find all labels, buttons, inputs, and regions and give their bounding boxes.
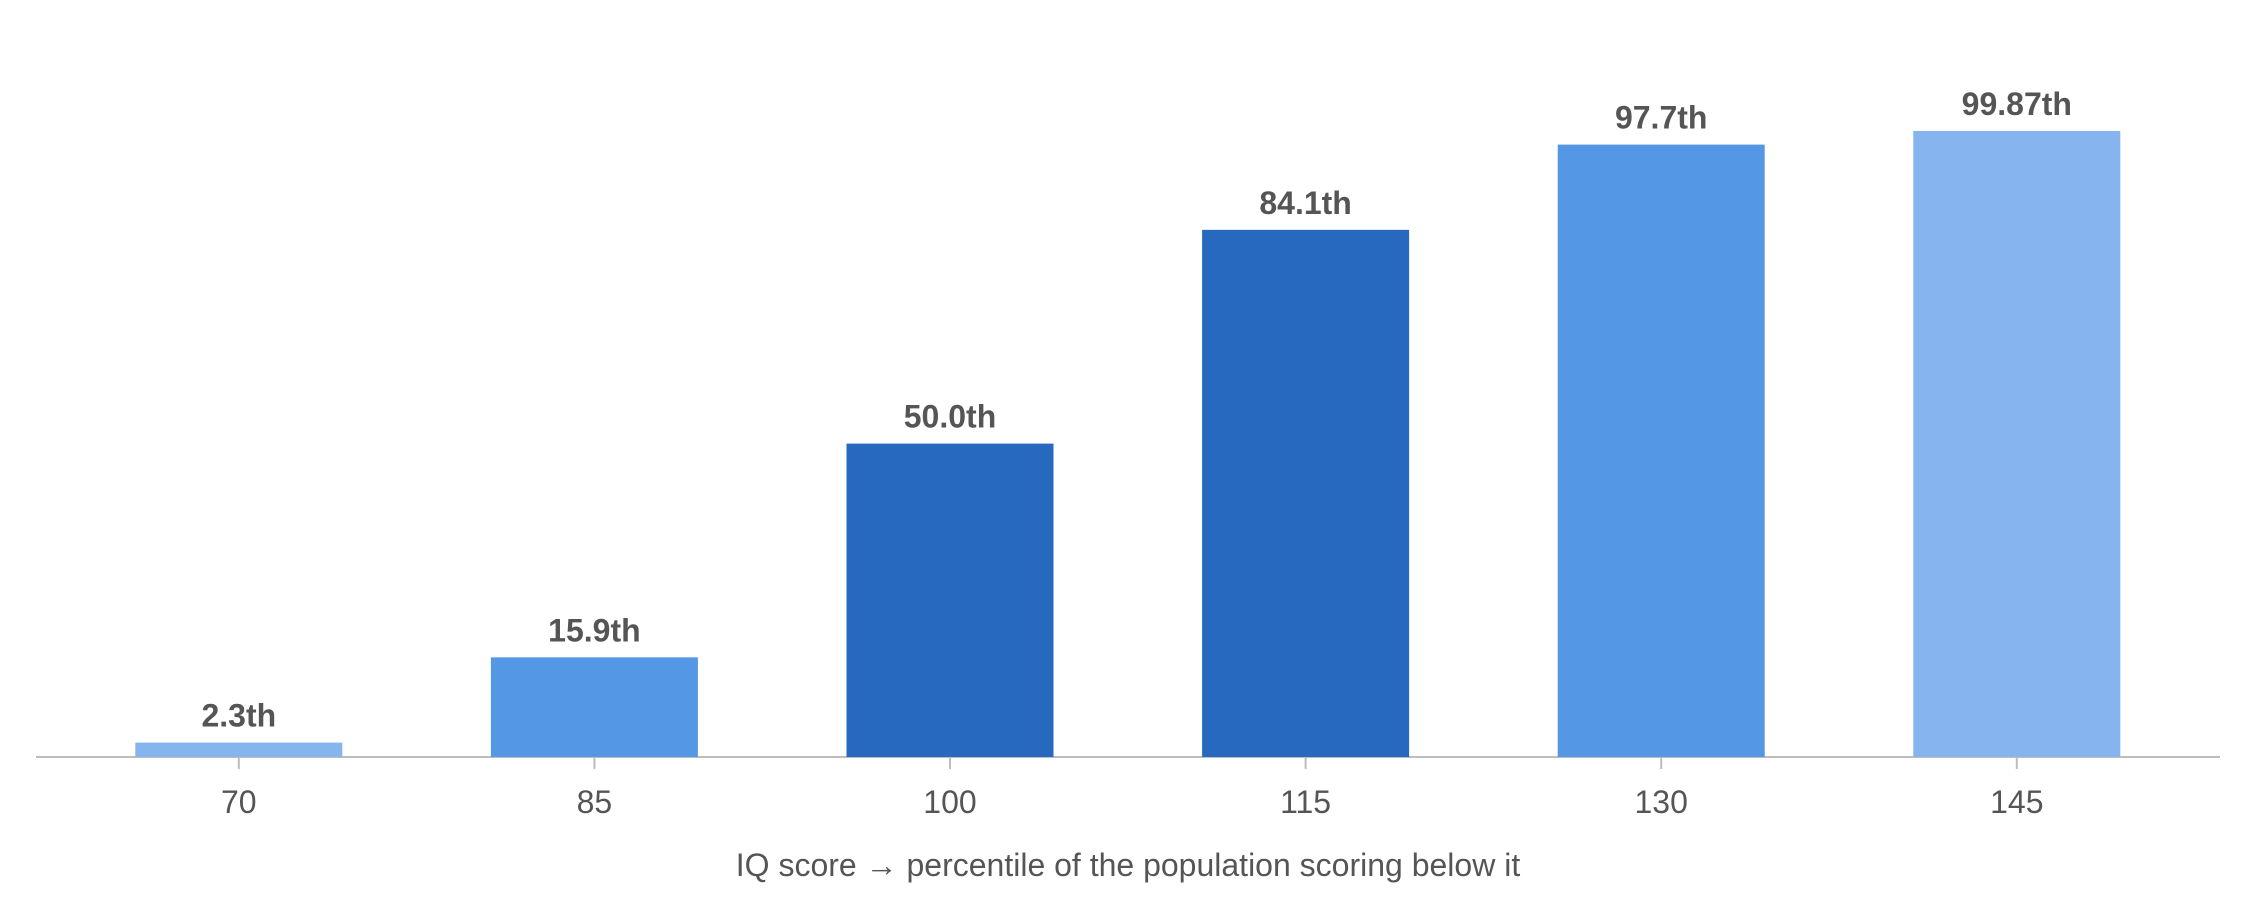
bar: [135, 742, 343, 757]
bar: [1557, 144, 1765, 758]
value-label: 97.7th: [1615, 100, 1707, 136]
value-label: 2.3th: [201, 698, 276, 734]
value-label: 99.87th: [1962, 86, 2072, 122]
value-label: 15.9th: [548, 612, 640, 648]
value-label: 50.0th: [904, 399, 996, 435]
x-tick-label: 85: [577, 784, 613, 820]
bar: [490, 657, 698, 757]
x-tick-label: 115: [1280, 784, 1331, 820]
x-tick-label: 70: [221, 784, 257, 820]
bar: [846, 443, 1054, 757]
x-tick-label: 100: [923, 784, 976, 820]
bar: [1202, 229, 1410, 758]
x-tick-label: 130: [1635, 784, 1688, 820]
bar: [1913, 131, 2121, 757]
x-tick-label: 145: [1990, 784, 2043, 820]
x-axis-title: IQ score → percentile of the population …: [736, 847, 1521, 883]
value-label: 84.1th: [1259, 185, 1351, 221]
